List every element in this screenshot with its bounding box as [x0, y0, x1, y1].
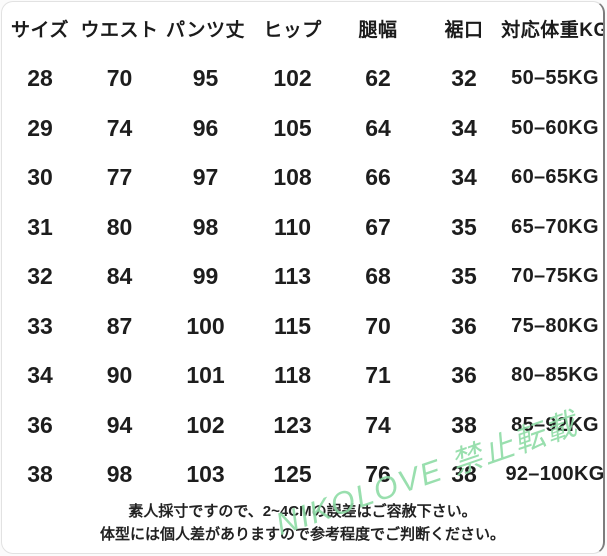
cell-hem-opening: 35	[451, 263, 477, 290]
note-line-1: 素人採寸ですので、2~4CMの誤差はご容赦下さい。	[128, 502, 477, 520]
header-waist: ウエスト	[80, 19, 159, 41]
cell-size: 30	[27, 164, 53, 191]
header-pants-length: パンツ丈	[166, 19, 245, 41]
cell-weight-range: 80–85KG	[511, 364, 599, 387]
header-thigh-width: 腿幅	[358, 19, 398, 41]
cell-pants-length: 103	[186, 461, 225, 488]
cell-hem-opening: 38	[451, 461, 477, 488]
cell-pants-length: 102	[186, 411, 225, 438]
cell-hem-opening: 38	[451, 411, 477, 438]
cell-thigh-width: 68	[365, 263, 391, 290]
cell-waist: 74	[106, 114, 133, 141]
cell-thigh-width: 67	[365, 213, 391, 240]
cell-hip: 108	[273, 164, 312, 191]
cell-waist: 94	[106, 411, 133, 438]
cell-hip: 115	[273, 312, 312, 339]
cell-hem-opening: 36	[451, 362, 477, 389]
cell-hip: 105	[273, 114, 312, 141]
cell-hem-opening: 34	[451, 114, 477, 141]
size-table-header: サイズ ウエスト パンツ丈 ヒップ 腿幅 裾口 対応体重KG	[2, 2, 603, 54]
cell-size: 38	[27, 461, 53, 488]
header-size: サイズ	[11, 19, 69, 41]
cell-hip: 113	[273, 263, 312, 290]
size-table-body: 28 70 95 102 62 32 50–55KG 29 74 96 105 …	[2, 54, 603, 500]
cell-weight-range: 50–60KG	[511, 116, 599, 139]
cell-hem-opening: 36	[451, 312, 477, 339]
cell-thigh-width: 62	[365, 65, 391, 92]
cell-pants-length: 98	[192, 213, 219, 240]
cell-pants-length: 99	[192, 263, 219, 290]
cell-size: 33	[27, 312, 53, 339]
cell-hem-opening: 35	[451, 213, 477, 240]
header-hip: ヒップ	[263, 19, 322, 41]
cell-pants-length: 96	[192, 114, 219, 141]
cell-weight-range: 85–92KG	[511, 413, 599, 436]
cell-waist: 98	[106, 461, 133, 488]
cell-waist: 77	[106, 164, 133, 191]
cell-pants-length: 100	[186, 312, 225, 339]
cell-hip: 125	[273, 461, 312, 488]
cell-hip: 118	[273, 362, 312, 389]
cell-size: 32	[27, 263, 53, 290]
cell-waist: 90	[106, 362, 133, 389]
cell-hip: 102	[273, 65, 312, 92]
cell-weight-range: 92–100KG	[505, 463, 605, 486]
cell-weight-range: 60–65KG	[511, 166, 599, 189]
cell-waist: 84	[106, 263, 133, 290]
cell-size: 28	[27, 65, 53, 92]
cell-hem-opening: 34	[451, 164, 477, 191]
header-weight-range: 対応体重KG	[501, 19, 605, 41]
cell-pants-length: 101	[186, 362, 225, 389]
cell-pants-length: 95	[192, 65, 219, 92]
cell-weight-range: 65–70KG	[511, 215, 599, 238]
cell-thigh-width: 64	[365, 114, 391, 141]
cell-hip: 110	[273, 213, 312, 240]
cell-weight-range: 75–80KG	[511, 314, 599, 337]
cell-thigh-width: 70	[365, 312, 391, 339]
cell-waist: 87	[106, 312, 133, 339]
cell-thigh-width: 66	[365, 164, 391, 191]
header-hem-opening: 裾口	[444, 19, 484, 41]
cell-weight-range: 50–55KG	[511, 67, 599, 90]
note-line-2: 体型には個人差がありますので参考程度でご判断ください。	[99, 525, 505, 543]
cell-pants-length: 97	[192, 164, 219, 191]
cell-weight-range: 70–75KG	[511, 265, 599, 288]
cell-waist: 70	[106, 65, 133, 92]
cell-thigh-width: 74	[365, 411, 391, 438]
measurement-note: 素人採寸ですので、2~4CMの誤差はご容赦下さい。 体型には個人差がありますので…	[2, 500, 603, 547]
cell-size: 31	[27, 213, 53, 240]
cell-size: 29	[27, 114, 53, 141]
cell-size: 34	[27, 362, 53, 389]
cell-thigh-width: 71	[365, 362, 391, 389]
cell-hem-opening: 32	[451, 65, 477, 92]
cell-thigh-width: 76	[365, 461, 391, 488]
cell-hip: 123	[273, 411, 312, 438]
cell-waist: 80	[106, 213, 133, 240]
cell-size: 36	[27, 411, 53, 438]
